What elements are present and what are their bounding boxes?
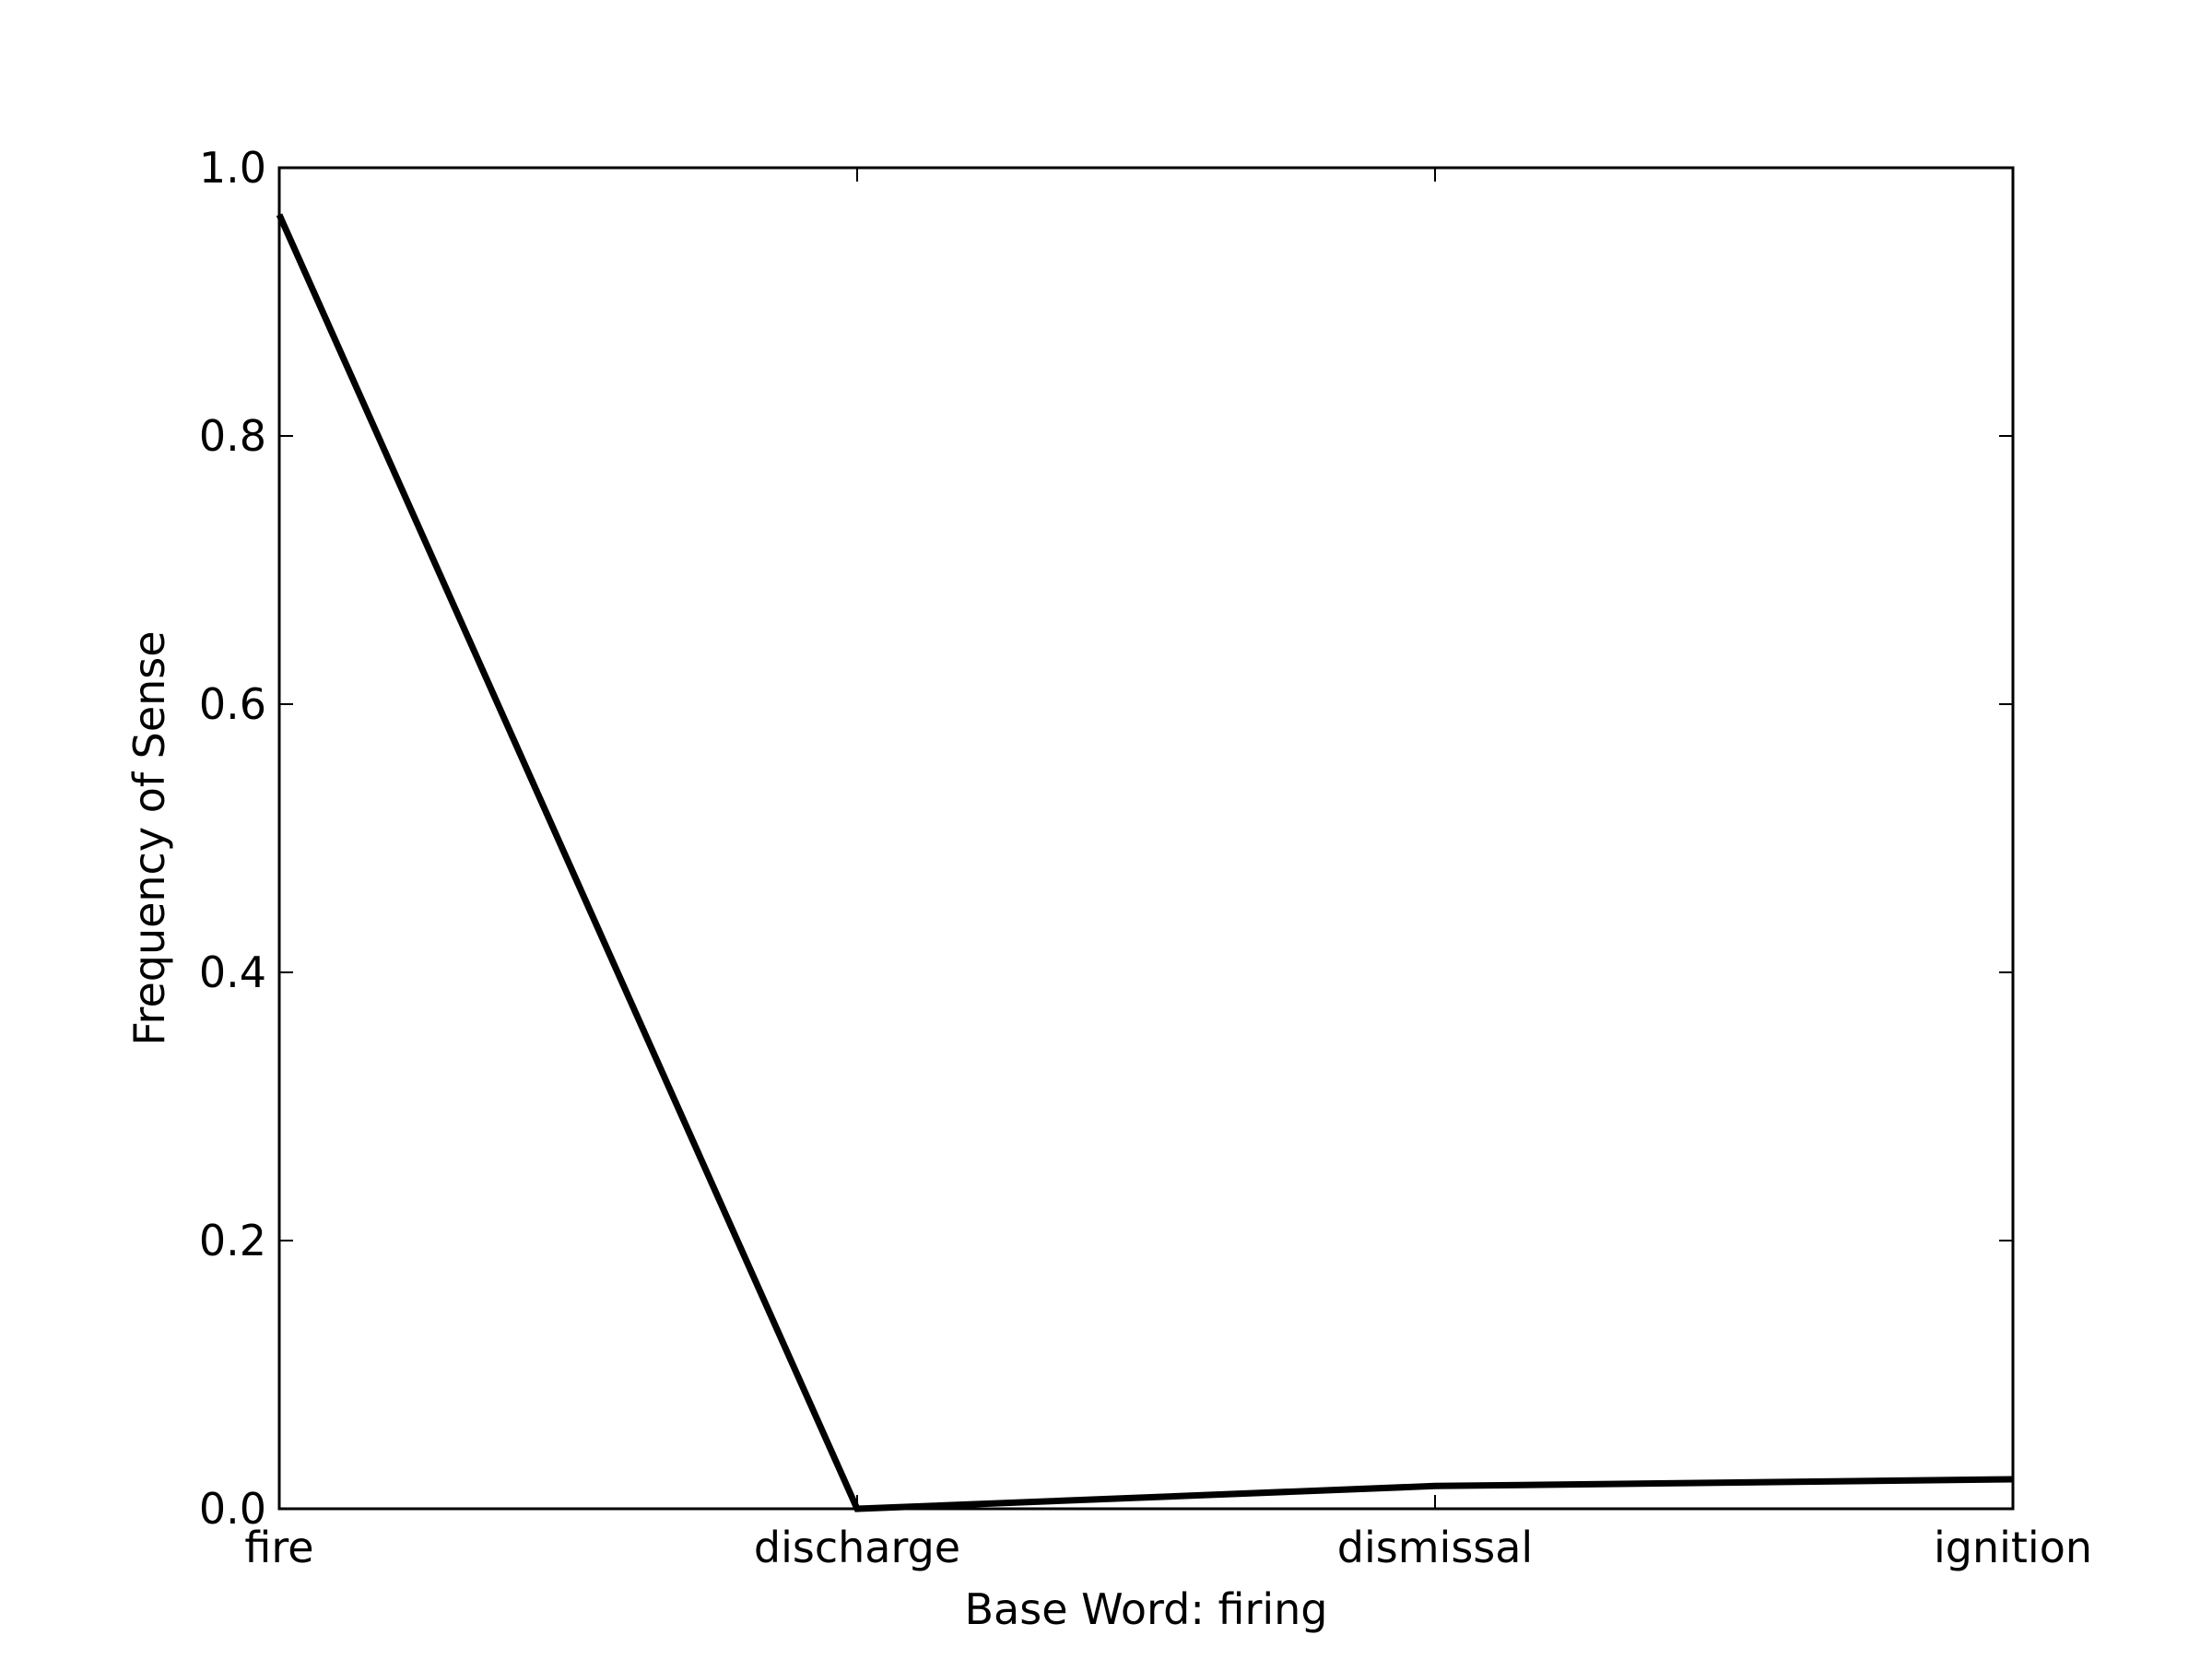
x-tick-label: dismissal <box>1337 1523 1533 1572</box>
y-tick-label: 0.2 <box>199 1216 266 1265</box>
x-axis-label: Base Word: firing <box>964 1584 1327 1634</box>
x-tick-label: fire <box>244 1523 313 1572</box>
y-axis-label: Frequency of Sense <box>124 630 174 1045</box>
y-tick-label: 1.0 <box>199 143 266 193</box>
series-line <box>276 213 2014 1512</box>
ticks-layer <box>278 167 2014 1510</box>
plot-area-frame <box>277 166 2015 1511</box>
x-tick-label: discharge <box>754 1523 960 1572</box>
y-tick-label: 0.0 <box>199 1484 266 1534</box>
labels-layer: fire discharge dismissal ignition 0.0 0.2 0.4 0… <box>199 143 2092 1572</box>
y-tick-label: 0.8 <box>199 411 266 461</box>
y-tick-label: 0.6 <box>199 679 266 729</box>
series-layer <box>276 213 2014 1512</box>
y-tick-label: 0.4 <box>199 947 266 997</box>
x-tick-label: ignition <box>1934 1523 2092 1572</box>
